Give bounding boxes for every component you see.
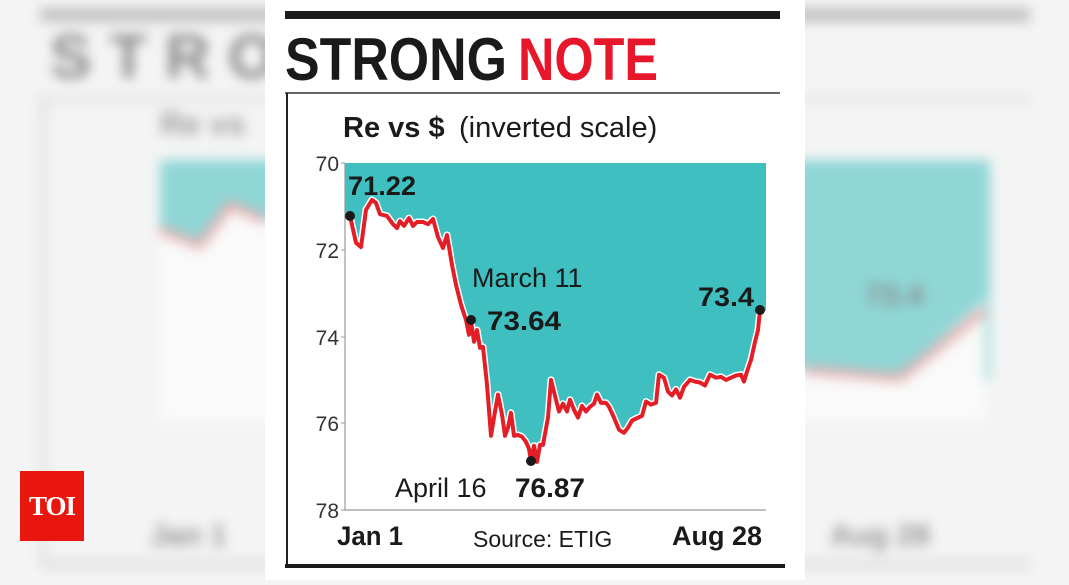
x-label-start: Jan 1: [337, 521, 403, 551]
annotation-end-value: 73.4: [698, 282, 754, 312]
top-rule: [285, 11, 780, 19]
marker-aug28: [755, 305, 765, 315]
y-tick-72: 72: [316, 240, 339, 263]
title-note: NOTE: [518, 26, 658, 93]
y-tick-70: 70: [316, 153, 339, 176]
annotation-start-value: 71.22: [348, 171, 416, 201]
svg-text:73.4: 73.4: [865, 279, 924, 312]
marker-jan1: [345, 211, 355, 221]
title-strong: STRONG: [285, 26, 507, 93]
rupee-line: [348, 197, 762, 464]
y-ticks: 70 72 74 76 78: [316, 153, 345, 523]
chart: STRONG NOTE Re vs $ (inverted scale) 70 …: [285, 11, 785, 568]
annotation-march-label: March 11: [472, 263, 583, 293]
svg-text:Re vs: Re vs: [160, 106, 245, 142]
svg-text:STRO: STRO: [50, 23, 294, 92]
source-text: Source: ETIG: [473, 526, 612, 552]
annotation-march-value: 73.64: [487, 306, 561, 336]
annotation-april-label: April 16: [395, 473, 487, 503]
toi-logo: TOI: [20, 471, 84, 541]
svg-text:Jan 1: Jan 1: [150, 519, 227, 552]
marker-april16: [526, 456, 536, 466]
marker-march11: [466, 315, 476, 325]
y-tick-76: 76: [316, 413, 339, 436]
subtitle-bold: Re vs $: [343, 112, 445, 144]
area-below-line: [345, 199, 766, 510]
y-tick-78: 78: [316, 500, 339, 523]
annotation-april-value: 76.87: [515, 473, 585, 503]
svg-text:Aug 28: Aug 28: [830, 519, 930, 552]
subtitle-rest: (inverted scale): [459, 112, 657, 144]
y-tick-74: 74: [316, 327, 340, 350]
infographic-card: STRONG NOTE Re vs $ (inverted scale) 70 …: [265, 0, 805, 580]
x-label-end: Aug 28: [672, 521, 762, 551]
